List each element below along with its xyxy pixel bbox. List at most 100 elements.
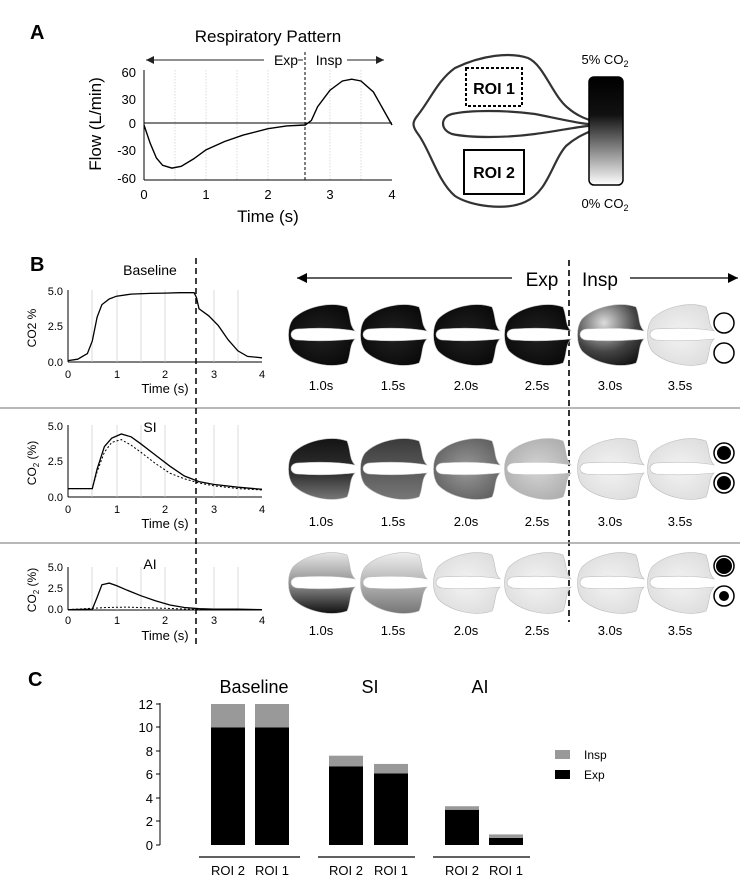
bar-exp-ai-roi1: [489, 837, 523, 845]
time-label-1-5s: 1.5s: [381, 378, 406, 393]
bar-insp-baseline-roi2: [211, 704, 245, 728]
bar-insp-si-roi2: [329, 755, 363, 767]
time-label-1-0s: 1.0s: [309, 623, 334, 638]
si-xtick-1: 1: [114, 504, 120, 516]
airway-image-r1-c3: [433, 304, 501, 366]
airway-image-r2-c6: [647, 438, 715, 500]
panel-letter-a: A: [30, 22, 44, 44]
bar-insp-baseline-roi1: [255, 704, 289, 728]
airway-image-r1-c1: [288, 304, 356, 366]
flow-gridlines: [174, 70, 362, 180]
bar-insp-ai-roi2: [445, 806, 479, 810]
airway-image-r3-c5: [577, 552, 645, 614]
time-label-2-5s: 2.5s: [525, 514, 550, 529]
ai-series-line-roi1: [67, 606, 262, 611]
si-ytick-2-5: 2.5: [48, 456, 63, 468]
group-title-ai: AI: [471, 677, 488, 697]
bars: [211, 704, 523, 845]
time-label-2-0s: 2.0s: [454, 514, 479, 529]
legend-label-exp: Exp: [584, 768, 605, 782]
flow-xtick-2: 2: [264, 187, 271, 202]
roi1-marker-si-fill: [717, 446, 731, 460]
flow-ytick-neg60: -60: [117, 171, 136, 186]
si-series-line-roi2: [68, 433, 263, 490]
baseline-ytick-5: 5.0: [48, 286, 63, 298]
panel-letter-b: B: [30, 254, 44, 276]
bar-exp-si-roi2: [329, 766, 363, 845]
baseline-xtick-0: 0: [65, 369, 71, 381]
roi2-marker-si-fill: [717, 476, 731, 490]
flow-chart: 60 30 0 -30 -60 0 1 2 3 4 Time (s) Flow …: [86, 52, 396, 226]
bar-exp-ai-roi2: [445, 809, 479, 845]
bar-ytick-6: 6: [146, 767, 153, 782]
time-label-3-0s: 3.0s: [598, 623, 623, 638]
co2-chart-ai: AI 5.0 2.5 0.0 0 1 2 3 4 Time (s) CO2 (%…: [25, 556, 265, 643]
baseline-xlabel: Time (s): [141, 381, 188, 396]
co2-chart-baseline: Baseline 5.0 2.5 0.0 0 1 2 3 4 Time (s) …: [25, 262, 265, 396]
stacked-bar-chart: Baseline SI AI 12 10 8 6 4 2 0 ROI 2 ROI…: [139, 677, 607, 878]
ai-title: AI: [143, 556, 156, 572]
roi1-label: ROI 1: [473, 81, 515, 98]
baseline-xtick-1: 1: [114, 369, 120, 381]
airway-image-r2-c5: [577, 438, 645, 500]
flow-xlabel: Time (s): [237, 207, 299, 226]
bar-ytick-12: 12: [139, 697, 153, 712]
baseline-series-line: [67, 292, 263, 362]
bar-legend: Insp Exp: [555, 748, 607, 782]
ai-ytick-0: 0.0: [48, 604, 63, 616]
bar-ytick-0: 0: [146, 838, 153, 853]
ai-ytick-2-5: 2.5: [48, 583, 63, 595]
panel-b-exp-insp-arrows: Exp Insp: [297, 270, 738, 291]
bar-ytick-10: 10: [139, 720, 153, 735]
airway-outline: [412, 53, 601, 208]
time-label-1-5s: 1.5s: [381, 514, 406, 529]
baseline-xtick-4: 4: [259, 369, 265, 381]
bar-exp-si-roi1: [374, 773, 408, 845]
co2-scale-bar: 5% CO2 0% CO2: [582, 52, 629, 213]
bar-ytick-2: 2: [146, 814, 153, 829]
time-label-2-5s: 2.5s: [525, 623, 550, 638]
si-xtick-0: 0: [65, 504, 71, 516]
airway-diagram: ROI 1 ROI 2: [412, 53, 601, 208]
bar-label-ai-roi1: ROI 1: [489, 863, 523, 878]
roi2-box: [463, 149, 525, 195]
time-label-1-5s: 1.5s: [381, 623, 406, 638]
panel-letter-c: C: [28, 669, 42, 691]
roi2-marker-ai-fill: [719, 591, 729, 601]
airway-image-r3-c2: [360, 552, 428, 614]
bar-exp-baseline-roi1: [255, 727, 289, 845]
si-xtick-2: 2: [162, 504, 168, 516]
time-label-3-5s: 3.5s: [668, 623, 693, 638]
group-title-si: SI: [361, 677, 378, 697]
roi1-box: [465, 67, 523, 107]
time-label-1-0s: 1.0s: [309, 514, 334, 529]
si-xtick-4: 4: [259, 504, 265, 516]
ai-ytick-5: 5.0: [48, 562, 63, 574]
scale-bottom-label: 0% CO2: [582, 196, 629, 213]
flow-series-line: [143, 78, 393, 169]
flow-ylabel: Flow (L/min): [86, 77, 105, 171]
airway-image-r3-c6: [647, 552, 715, 614]
bar-exp-baseline-roi2: [211, 727, 245, 845]
group-title-baseline: Baseline: [219, 677, 288, 697]
flow-xtick-4: 4: [388, 187, 395, 202]
airway-image-r1-c2: [360, 304, 428, 366]
time-labels-row1: 1.0s 1.5s 2.0s 2.5s 3.0s 3.5s: [309, 378, 693, 393]
roi2-marker-baseline: [713, 342, 735, 364]
baseline-title: Baseline: [123, 262, 177, 278]
airway-image-r2-c4: [504, 438, 572, 500]
baseline-ytick-2-5: 2.5: [48, 321, 63, 333]
panel-b-insp-label: Insp: [582, 270, 618, 291]
ai-xtick-3: 3: [211, 615, 217, 627]
baseline-ylabel: CO2 %: [25, 308, 39, 347]
bar-insp-ai-roi1: [489, 834, 523, 838]
si-series-line-roi1: [68, 439, 263, 491]
si-xlabel: Time (s): [141, 516, 188, 531]
baseline-xtick-2: 2: [162, 369, 168, 381]
panel-a-title: Respiratory Pattern: [195, 27, 341, 46]
airway-image-r1-c6: [647, 304, 715, 366]
flow-xtick-3: 3: [326, 187, 333, 202]
bar-y-ticks: [156, 703, 160, 846]
flow-ytick-60: 60: [122, 65, 136, 80]
